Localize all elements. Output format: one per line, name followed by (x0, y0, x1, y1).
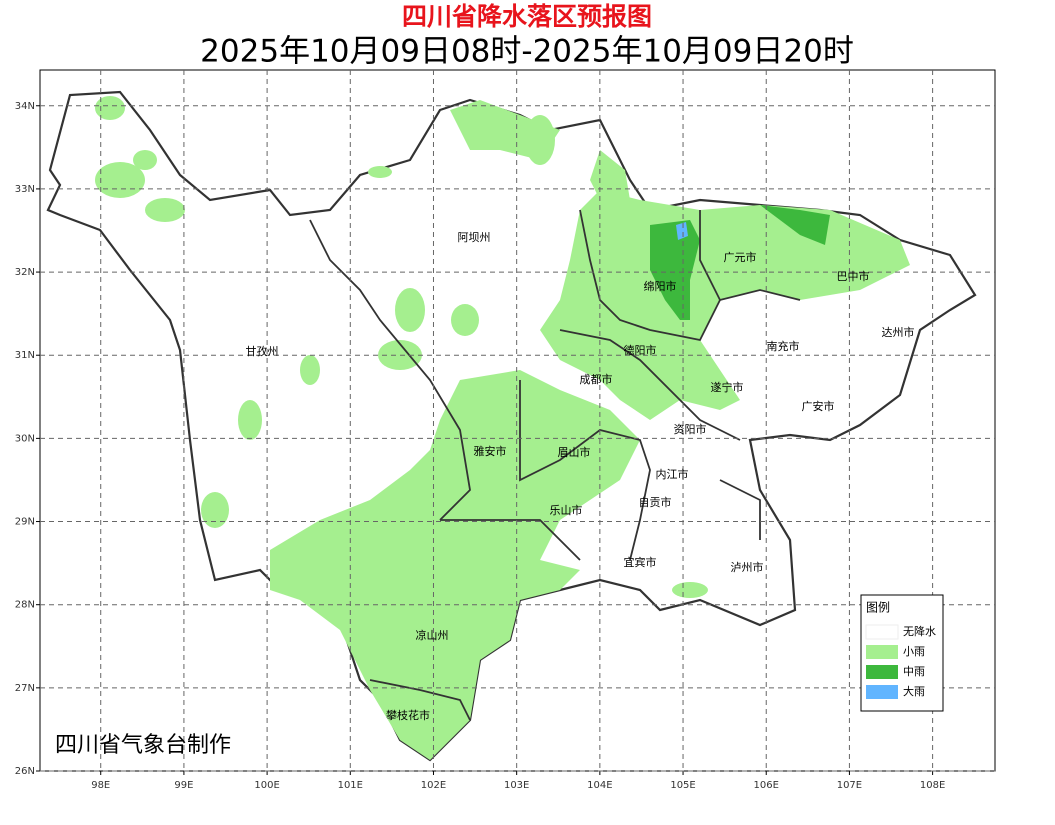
lat-tick-label: 27N (15, 683, 35, 694)
prefecture-borders (309, 209, 801, 721)
rain-area (145, 198, 185, 222)
city-label: 自贡市 (639, 495, 672, 509)
city-label: 巴中市 (837, 269, 870, 283)
city-label: 资阳市 (674, 422, 707, 436)
legend-label: 中雨 (903, 665, 925, 678)
rain-area (201, 492, 229, 528)
rain-area (238, 400, 262, 440)
lat-tick-label: 30N (15, 433, 35, 444)
lon-tick-label: 107E (837, 780, 862, 791)
subtitle: 2025年10月09日08时-2025年10月09日20时 (200, 34, 854, 70)
border (579, 209, 721, 342)
border (369, 679, 471, 721)
rain-area (672, 582, 708, 598)
lat-tick-label: 26N (15, 766, 35, 777)
lon-tick-label: 104E (587, 780, 612, 791)
border (719, 479, 761, 540)
lon-tick-label: 98E (91, 780, 110, 791)
heavy-rain-area (676, 222, 688, 240)
city-label: 南充市 (767, 339, 800, 353)
rain-area (133, 150, 157, 170)
city-label: 泸州市 (731, 560, 764, 574)
city-label: 眉山市 (558, 445, 591, 459)
lon-tick-label: 105E (670, 780, 695, 791)
city-label: 乐山市 (550, 503, 583, 517)
city-label: 阿坝州 (458, 230, 491, 244)
city-label: 广元市 (724, 250, 757, 264)
moderate-rain-area (760, 205, 830, 245)
legend-swatch (866, 685, 898, 699)
lat-tick-label: 34N (15, 101, 35, 112)
title: 四川省降水落区预报图 (402, 2, 652, 31)
city-label: 德阳市 (624, 343, 657, 357)
rain-area (368, 166, 392, 178)
border (519, 380, 651, 561)
rain-area (540, 190, 910, 420)
lon-tick-label: 100E (254, 780, 279, 791)
rain-area (395, 288, 425, 332)
graticule (36, 70, 995, 775)
rain-area (270, 370, 640, 760)
city-label: 遂宁市 (711, 380, 744, 394)
lat-tick-label: 31N (15, 350, 35, 361)
legend-title: 图例 (866, 601, 890, 615)
lon-tick-label: 106E (754, 780, 779, 791)
city-label: 凉山州 (416, 628, 449, 642)
lat-tick-label: 32N (15, 267, 35, 278)
credit: 四川省气象台制作 (55, 733, 231, 758)
city-label: 雅安市 (474, 444, 507, 458)
border (559, 329, 741, 441)
city-label: 成都市 (580, 372, 613, 386)
city-label: 内江市 (656, 467, 689, 481)
moderate-rain-area (650, 220, 700, 320)
border (440, 519, 581, 561)
rain-area (451, 304, 479, 336)
lon-tick-label: 102E (421, 780, 446, 791)
border (309, 219, 471, 521)
lon-tick-label: 99E (174, 780, 193, 791)
city-label: 广安市 (802, 399, 835, 413)
lon-tick-label: 101E (338, 780, 363, 791)
legend-swatch (866, 665, 898, 679)
legend-label: 大雨 (903, 684, 925, 698)
lat-tick-label: 28N (15, 600, 35, 611)
legend-swatch (865, 624, 899, 640)
lon-tick-label: 108E (920, 780, 945, 791)
lat-tick-label: 29N (15, 517, 35, 528)
city-label: 达州市 (882, 325, 915, 339)
legend-swatch (866, 645, 898, 659)
city-label: 甘孜州 (246, 344, 279, 358)
legend-label: 无降水 (903, 624, 936, 638)
rain-area (525, 115, 555, 165)
city-label: 宜宾市 (624, 555, 657, 569)
lat-tick-label: 33N (15, 184, 35, 195)
legend-label: 小雨 (903, 645, 925, 658)
border (699, 210, 801, 302)
city-label: 攀枝花市 (386, 708, 430, 722)
rain-area (95, 96, 125, 120)
rain-area (300, 355, 320, 385)
city-label: 绵阳市 (644, 279, 677, 293)
lon-tick-label: 103E (504, 780, 529, 791)
